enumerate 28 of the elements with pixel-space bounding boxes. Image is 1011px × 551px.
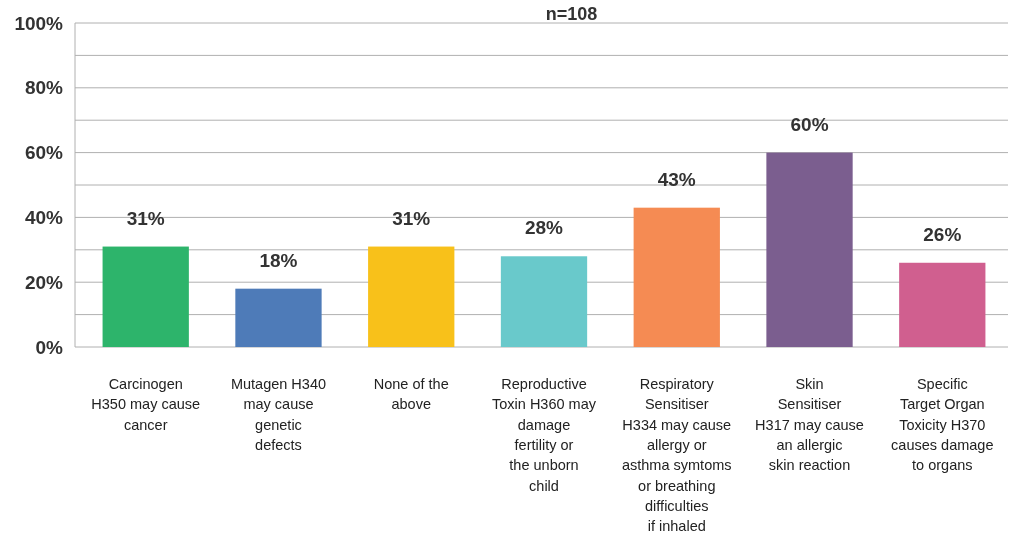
y-tick-label: 0% <box>35 336 64 358</box>
x-tick-label: Respiratory Sensitiser H334 may cause allergy or asthma symtoms or breathing difficulties if inhaled <box>621 376 732 535</box>
x-tick-label: Skin Sensitiser H317 may cause an allergic skin reaction <box>755 376 864 474</box>
x-tick-label: Specific Target Organ Toxicity H370 causes damage to organs <box>891 376 994 474</box>
bar <box>899 262 986 347</box>
bar <box>633 207 720 347</box>
bar <box>766 152 853 347</box>
data-label: 28% <box>524 217 564 239</box>
bar <box>500 256 588 347</box>
bar <box>102 246 189 347</box>
bar <box>235 288 322 347</box>
y-tick-label: 80% <box>24 77 64 99</box>
x-tick-label: Mutagen H340 may cause genetic defects <box>230 376 327 453</box>
data-label: 31% <box>392 207 431 229</box>
x-tick-label: Reproductive Toxin H360 may damage fertility or the unborn child <box>492 376 597 494</box>
y-tick-label: 100% <box>14 12 64 34</box>
bar <box>368 246 455 347</box>
y-tick-label: 20% <box>24 271 64 293</box>
y-tick-label: 40% <box>24 207 64 229</box>
data-label: 60% <box>790 113 829 135</box>
chart-title: n=108 <box>545 4 598 24</box>
x-tick-label: Carcinogen H350 may cause cancer <box>91 376 201 433</box>
x-tick-label: None of the above <box>373 376 449 413</box>
data-label: 26% <box>923 223 962 245</box>
y-tick-label: 60% <box>24 142 64 164</box>
data-label: 43% <box>657 168 696 190</box>
data-label: 31% <box>126 207 165 229</box>
data-label: 18% <box>259 249 298 271</box>
